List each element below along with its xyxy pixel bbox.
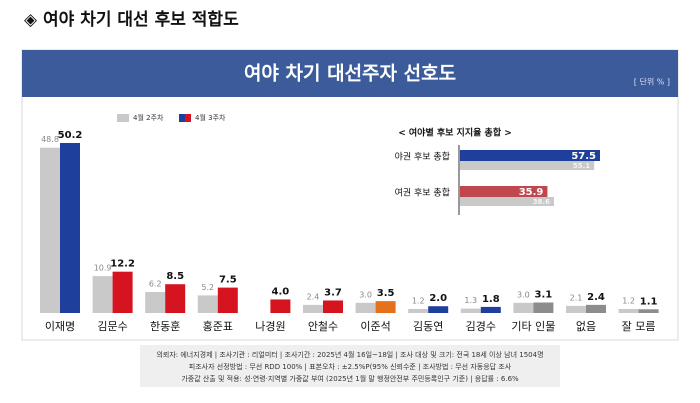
x-tick-label: 안철수 xyxy=(308,320,338,333)
bar xyxy=(165,284,186,313)
bar xyxy=(533,302,554,313)
value-label: 1.8 xyxy=(482,294,500,305)
x-tick-label: 김경수 xyxy=(466,320,496,333)
bar xyxy=(586,304,606,313)
value-label: 6.2 xyxy=(149,280,162,289)
bar xyxy=(197,295,218,313)
y-tick-label: 여권 후보 총합 xyxy=(395,187,450,199)
bar xyxy=(638,309,659,313)
value-label: 55.1 xyxy=(573,162,590,170)
value-label: 5.2 xyxy=(201,283,214,292)
bar xyxy=(355,302,376,313)
bar xyxy=(323,300,343,313)
x-tick-label: 기타 인물 xyxy=(511,320,555,333)
x-tick-label: 한동훈 xyxy=(150,320,180,333)
value-label: 1.3 xyxy=(464,296,477,305)
bar xyxy=(428,306,449,313)
x-tick-label: 이재명 xyxy=(45,320,75,333)
value-label: 35.9 xyxy=(519,187,544,198)
bar xyxy=(480,306,501,313)
inset-title: < 여야별 후보 지지율 총합 > xyxy=(398,127,512,139)
legend-label: 4월 3주차 xyxy=(195,113,226,122)
value-label: 2.1 xyxy=(570,293,583,302)
value-label: 12.2 xyxy=(110,259,135,270)
note-line: 가중값 산출 및 적용: 성·연령·지역별 가중값 부여 (2025년 1월 말… xyxy=(181,374,519,383)
x-tick-label: 김동연 xyxy=(413,320,443,333)
value-label: 3.1 xyxy=(535,290,553,301)
value-label: 1.2 xyxy=(622,296,635,305)
value-label: 8.5 xyxy=(166,271,184,282)
x-tick-label: 홍준표 xyxy=(203,319,233,333)
bar xyxy=(566,305,586,313)
bar xyxy=(60,143,80,313)
bar xyxy=(217,287,238,313)
note-line: 의뢰자: 에너지경제 | 조사기관 : 리얼미터 | 조사기간 : 2025년 … xyxy=(156,350,543,359)
value-label: 2.4 xyxy=(307,292,320,301)
bar xyxy=(270,299,291,313)
bar xyxy=(375,301,396,313)
value-label: 1.1 xyxy=(640,296,658,307)
value-label: 38.6 xyxy=(533,198,550,206)
bar xyxy=(145,292,166,313)
bar xyxy=(513,302,534,313)
bar xyxy=(460,186,548,197)
banner-title: 여야 차기 대선주자 선호도 xyxy=(244,63,456,85)
legend-swatch xyxy=(185,114,191,122)
x-tick-label: 나경원 xyxy=(255,320,285,333)
unit-label: [ 단위 % ] xyxy=(634,77,670,87)
x-tick-label: 잘 모름 xyxy=(622,320,656,333)
note-line: 피조사자 선정방법 : 무선 RDD 100% | 표본오차 : ±2.5%P(… xyxy=(189,362,512,371)
value-label: 3.5 xyxy=(377,288,395,299)
bar xyxy=(460,197,554,206)
value-label: 48.8 xyxy=(41,135,59,144)
banner xyxy=(22,50,678,97)
bar xyxy=(40,147,60,313)
page-header: ◈ 여야 차기 대선 후보 적합도 xyxy=(24,9,239,30)
notes-box xyxy=(140,345,560,387)
bar xyxy=(303,304,323,313)
value-label: 2.0 xyxy=(429,293,447,304)
x-tick-label: 없음 xyxy=(576,320,596,333)
y-tick-label: 야권 후보 총합 xyxy=(395,151,450,163)
value-label: 57.5 xyxy=(571,151,596,162)
bar xyxy=(408,308,429,313)
value-label: 3.0 xyxy=(359,290,372,299)
bar xyxy=(92,276,113,313)
legend-swatch xyxy=(117,114,129,122)
bar xyxy=(460,161,595,170)
value-label: 4.0 xyxy=(272,286,290,297)
value-label: 50.2 xyxy=(58,130,83,141)
legend-swatch xyxy=(179,114,185,122)
bar xyxy=(460,150,600,161)
x-tick-label: 김문수 xyxy=(97,320,127,333)
legend-label: 4월 2주차 xyxy=(133,113,164,122)
bar xyxy=(112,271,133,313)
value-label: 7.5 xyxy=(219,275,237,286)
value-label: 3.7 xyxy=(324,287,342,298)
value-label: 3.0 xyxy=(517,290,530,299)
value-label: 10.9 xyxy=(94,264,112,273)
bar xyxy=(618,308,639,313)
value-label: 2.4 xyxy=(587,292,605,303)
value-label: 1.2 xyxy=(412,296,425,305)
bar xyxy=(460,308,481,313)
x-tick-label: 이준석 xyxy=(360,320,390,333)
